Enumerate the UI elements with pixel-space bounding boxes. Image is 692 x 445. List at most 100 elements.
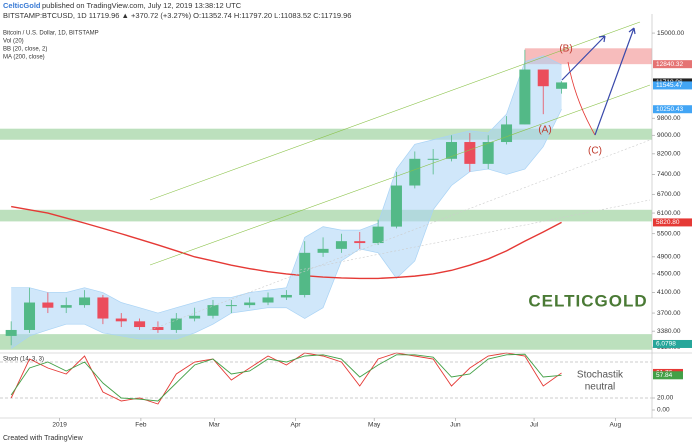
legend-item: BB (20, close, 2): [3, 47, 47, 53]
y-tick-label: 9000.00: [657, 132, 681, 139]
x-tick-label: Feb: [135, 422, 147, 429]
projection-curve: [567, 61, 596, 136]
price-marker: [653, 105, 692, 114]
y-tick-label: 0.00: [657, 407, 670, 414]
candle-body: [556, 82, 568, 89]
channel-line: [149, 21, 641, 201]
price-marker-label: 10250.43: [656, 106, 683, 113]
y-tick-label: 15000.00: [657, 30, 684, 37]
legend-item: Vol (20): [3, 39, 24, 45]
candle-body: [170, 318, 182, 330]
stoch-marker: [653, 371, 683, 380]
y-tick-label: 20.00: [657, 395, 674, 402]
channel-line: [149, 139, 651, 331]
x-tick-label: May: [368, 422, 381, 429]
candle-body: [189, 315, 201, 319]
candle-body: [501, 124, 513, 143]
plot: [0, 49, 652, 405]
y-tick-label: 8200.00: [657, 151, 681, 158]
candle-body: [42, 302, 54, 308]
axes: 15000.00 9800.00 9000.00 8200.00 7400.00 6700…: [52, 30, 692, 429]
x-tick-label: Aug: [610, 422, 622, 429]
legend-item: MA (200, close): [3, 55, 45, 61]
price-marker: [653, 60, 692, 69]
price-marker-label: 12840.32: [656, 61, 683, 68]
symbol-line: BITSTAMP:BTCUSD, 1D 11719.96 ▲ +370.72 (…: [3, 11, 351, 20]
arrow: [561, 35, 606, 81]
author: CelticGold: [3, 1, 41, 10]
header-bg: [0, 0, 692, 14]
candle-body: [317, 248, 329, 253]
stoch-line: [10, 352, 562, 405]
zone: [0, 209, 652, 222]
footer: Created with TradingView: [3, 435, 84, 442]
annotation: (C): [588, 146, 602, 157]
price-marker: [653, 218, 692, 227]
candle-body: [79, 297, 91, 306]
channel-line: [299, 199, 651, 271]
logo: CELTICGOLD: [528, 291, 647, 310]
candle-body: [427, 158, 439, 160]
y-tick-label: 9800.00: [657, 115, 681, 122]
price-marker-label: 5820.80: [656, 219, 680, 226]
candle-body: [5, 329, 17, 336]
stoch-line: [10, 353, 562, 402]
arrow: [594, 27, 636, 136]
bb-fill: [11, 55, 562, 349]
candle-body: [24, 302, 36, 330]
candle-body: [390, 185, 402, 227]
y-tick-label: 7400.00: [657, 171, 681, 178]
x-tick-label: Apr: [290, 422, 301, 429]
candle-body: [115, 318, 127, 322]
candle-body: [354, 241, 366, 244]
candle-body: [280, 294, 292, 298]
candle-body: [244, 302, 256, 306]
zone: [0, 128, 652, 140]
zone: [0, 334, 652, 350]
candle-body: [262, 297, 274, 303]
candle-body: [372, 226, 384, 244]
bb-upper: [11, 55, 562, 314]
annotation: neutral: [585, 382, 616, 393]
price-marker-label: 11545.47: [656, 82, 683, 89]
ma-line: [11, 205, 562, 280]
x-tick-label: Jun: [450, 422, 461, 429]
candle-body: [519, 69, 531, 125]
candle-body: [464, 142, 476, 164]
candle-body: [409, 158, 421, 186]
candle-body: [207, 305, 219, 316]
candle-body: [60, 305, 72, 308]
x-tick-label: Jul: [530, 422, 539, 429]
price-marker: [653, 339, 692, 348]
candle-body: [134, 321, 146, 328]
candle-body: [225, 305, 237, 307]
annotation: Stochastik: [577, 370, 624, 381]
candle-body: [299, 252, 311, 295]
stoch-title: Stoch (14, 3, 3): [3, 357, 44, 363]
price-marker-label: 6.0798: [656, 341, 676, 348]
candle-body: [335, 241, 347, 249]
y-tick-label: 3700.00: [657, 310, 681, 317]
annotation: (B): [559, 44, 572, 55]
price-marker: [653, 81, 692, 90]
candle-body: [482, 142, 494, 164]
y-tick-label: 4500.00: [657, 271, 681, 278]
x-tick-label: 2019: [52, 422, 67, 429]
candle-body: [97, 297, 109, 319]
annotation: (A): [538, 125, 551, 136]
channel-line: [149, 84, 651, 266]
y-tick-label: 4100.00: [657, 289, 681, 296]
y-tick-label: 6700.00: [657, 191, 681, 198]
candle-body: [152, 327, 164, 330]
y-tick-label: 6100.00: [657, 210, 681, 217]
y-tick-label: 3380.00: [657, 328, 681, 335]
published: published on TradingView.com, July 12, 2…: [42, 1, 242, 10]
candle-body: [537, 69, 549, 87]
y-tick-label: 5500.00: [657, 230, 681, 237]
x-tick-label: Mar: [209, 422, 221, 429]
candle-body: [445, 142, 457, 159]
stoch-marker-label: 57.84: [656, 372, 673, 379]
y-tick-label: 4900.00: [657, 254, 681, 261]
